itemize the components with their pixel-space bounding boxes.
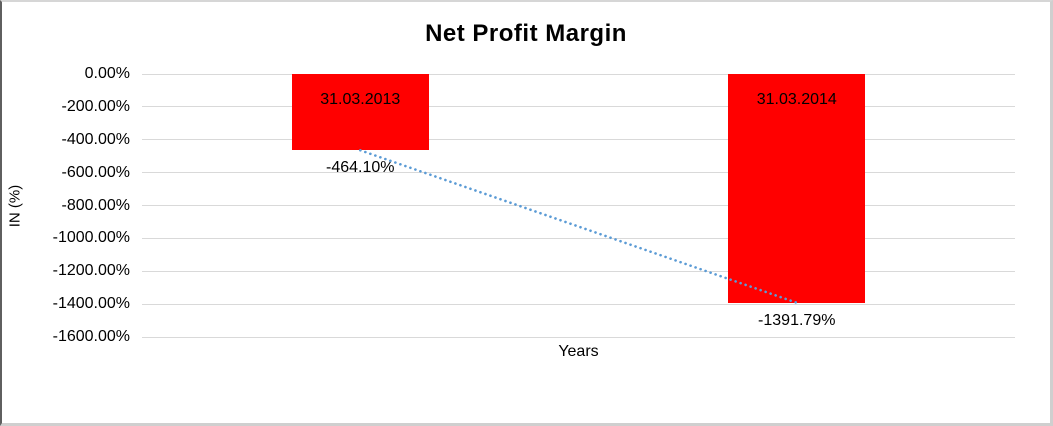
bar-category-label: 31.03.2013 — [320, 91, 401, 108]
bar-category-label: 31.03.2014 — [756, 91, 837, 108]
y-tick-label: -400.00% — [61, 130, 131, 148]
y-gridline — [142, 106, 1015, 108]
y-tick-label: -200.00% — [61, 97, 131, 115]
bar-value-label: -1391.79% — [758, 311, 836, 329]
y-tick-label: -1600.00% — [52, 328, 130, 345]
y-gridline — [142, 303, 1015, 305]
bar-31.03.2014: 31.03.2014 — [728, 74, 866, 303]
y-gridline — [142, 270, 1015, 272]
y-gridline — [142, 139, 1015, 141]
y-tick-label: -1400.00% — [52, 295, 130, 313]
bar-value-label: -464.10% — [326, 159, 395, 177]
y-tick-label: -600.00% — [61, 163, 131, 181]
y-gridline — [142, 73, 1015, 75]
y-gridline — [142, 336, 1015, 338]
y-tick-label: -1000.00% — [52, 229, 130, 247]
bar-31.03.2013: 31.03.2013 — [291, 74, 429, 151]
y-tick-label: 0.00% — [84, 65, 130, 82]
y-gridline — [142, 237, 1015, 239]
x-axis-title: Years — [558, 343, 599, 360]
chart-title: Net Profit Margin — [425, 20, 627, 47]
y-tick-label: -800.00% — [61, 196, 131, 214]
y-tick-label: -1200.00% — [52, 262, 130, 280]
y-gridline — [142, 205, 1015, 206]
